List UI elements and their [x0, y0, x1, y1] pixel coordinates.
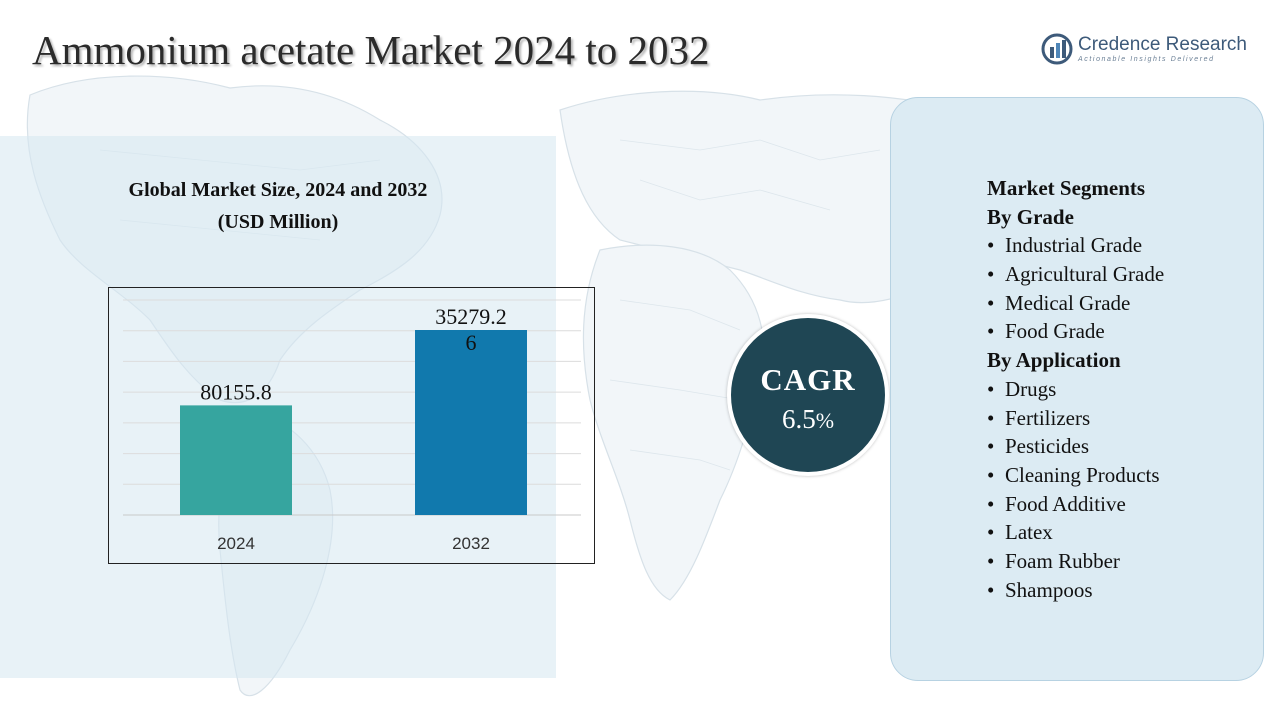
bullet-icon: • — [987, 262, 995, 287]
bullet-icon: • — [987, 290, 995, 315]
bullet-icon: • — [987, 405, 995, 430]
data-label-2032: 6 — [466, 330, 477, 355]
segment-group-title: By Grade — [987, 204, 1074, 229]
segment-item: • Fertilizers — [987, 404, 1164, 433]
segment-list: Market Segments By Grade • Industrial Grad… — [987, 174, 1164, 604]
data-label-2024: 80155.8 — [200, 379, 272, 404]
logo-tagline: Actionable Insights Delivered — [1078, 56, 1215, 63]
segment-item-label: Food Grade — [1005, 319, 1105, 344]
cagr-unit: % — [815, 408, 835, 433]
cagr-value: 6.5% — [731, 404, 885, 435]
segment-item: • Drugs — [987, 375, 1164, 404]
market-segments-panel: Market Segments By Grade • Industrial Grad… — [890, 97, 1264, 681]
segment-item: • Agricultural Grade — [987, 260, 1164, 289]
segment-item-label: Medical Grade — [1005, 290, 1131, 315]
logo-name: Credence Research — [1078, 34, 1247, 55]
segment-item: • Foam Rubber — [987, 547, 1164, 576]
segment-item-label: Pesticides — [1005, 434, 1089, 459]
segment-item-label: Latex — [1005, 520, 1053, 545]
segment-item: • Industrial Grade — [987, 231, 1164, 260]
data-label-2032: 35279.2 — [435, 304, 507, 329]
bullet-icon: • — [987, 491, 995, 516]
segment-item: • Pesticides — [987, 432, 1164, 461]
logo-icon — [1041, 33, 1073, 65]
segment-item: • Shampoos — [987, 576, 1164, 605]
segment-item-label: Agricultural Grade — [1005, 262, 1165, 287]
bar-2032 — [415, 330, 527, 515]
cagr-badge: CAGR 6.5% — [690, 280, 900, 490]
bar-chart: 80155.8 2024 35279.2 6 2032 — [108, 287, 595, 564]
segment-item-label: Drugs — [1005, 376, 1057, 401]
bullet-icon: • — [987, 233, 995, 258]
segment-item-label: Shampoos — [1005, 577, 1093, 602]
cagr-number: 6.5 — [781, 404, 816, 434]
segment-item: • Food Grade — [987, 317, 1164, 346]
bar-2024 — [180, 405, 292, 515]
segment-item-label: Foam Rubber — [1005, 548, 1120, 573]
x-tick-label: 2024 — [217, 534, 255, 553]
bullet-icon: • — [987, 376, 995, 401]
bullet-icon: • — [987, 548, 995, 573]
segment-item-label: Fertilizers — [1005, 405, 1091, 430]
segment-item: • Cleaning Products — [987, 461, 1164, 490]
bar-chart-svg: 80155.8 2024 35279.26 2032 — [123, 299, 581, 553]
chart-heading-line1: Global Market Size, 2024 and 2032 — [128, 179, 428, 201]
bullet-icon: • — [987, 520, 995, 545]
segment-item-label: Industrial Grade — [1005, 233, 1143, 258]
bullet-icon: • — [987, 577, 995, 602]
bullet-icon: • — [987, 319, 995, 344]
chart-heading: Global Market Size, 2024 and 2032 (USD M… — [60, 174, 496, 238]
segment-item-label: Cleaning Products — [1005, 462, 1160, 487]
cagr-label: CAGR — [760, 362, 856, 397]
page-title: Ammonium acetate Market 2024 to 2032 — [32, 27, 710, 73]
bullet-icon: • — [987, 434, 995, 459]
bullet-icon: • — [987, 462, 995, 487]
segment-item: • Medical Grade — [987, 289, 1164, 318]
segment-group-title: By Application — [987, 348, 1121, 373]
segments-heading: Market Segments — [987, 176, 1146, 200]
cagr-circle: CAGR 6.5% — [727, 314, 889, 476]
chart-heading-line2: (USD Million) — [217, 211, 339, 233]
segment-item: • Latex — [987, 518, 1164, 547]
x-tick-label: 2032 — [452, 534, 490, 553]
segment-item: • Food Additive — [987, 490, 1164, 519]
segment-item-label: Food Additive — [1005, 491, 1126, 516]
company-logo: Credence Research Actionable Insights De… — [1040, 32, 1260, 72]
